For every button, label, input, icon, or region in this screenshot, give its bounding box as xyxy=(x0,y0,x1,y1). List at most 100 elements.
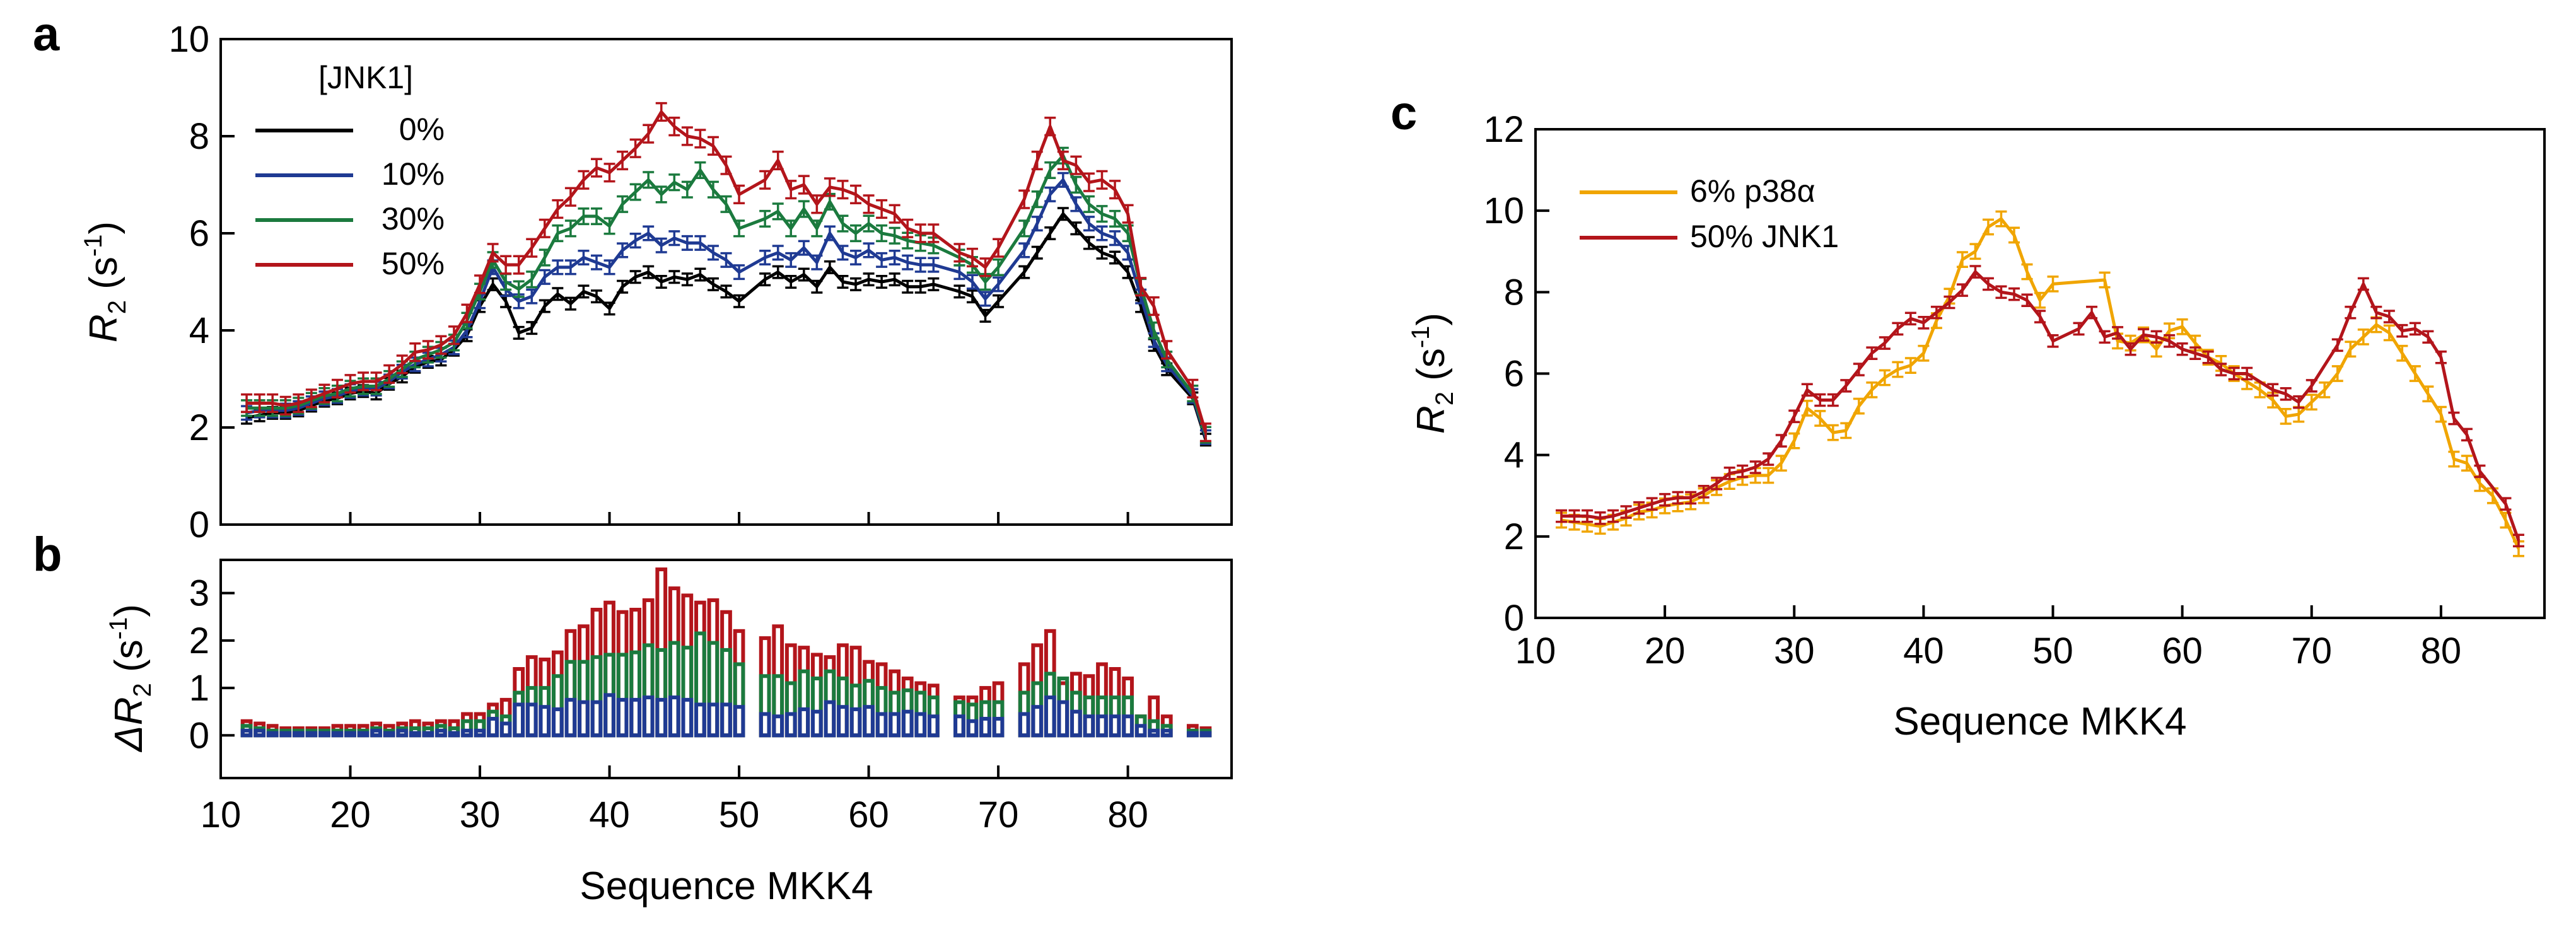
panel-b-ylabel-unit-pre: (s xyxy=(107,639,151,672)
panel-c-point xyxy=(2086,305,2098,320)
panel-c-point xyxy=(1930,305,1942,320)
panel-a-point xyxy=(578,170,590,190)
panel-c-point xyxy=(2099,330,2111,344)
panel-a-y-tick-label: 2 xyxy=(189,407,209,448)
panel-a-point xyxy=(876,252,888,268)
panel-c-point xyxy=(2112,326,2124,340)
panel-a-point xyxy=(993,294,1005,308)
panel-a-point xyxy=(617,150,629,171)
panel-b-bar xyxy=(564,697,577,738)
panel-a-point xyxy=(824,225,836,241)
panel-a-point xyxy=(1096,245,1108,260)
panel-a-point xyxy=(1070,221,1082,236)
panel-a-point xyxy=(681,272,693,287)
panel-c-point xyxy=(2383,324,2395,342)
panel-c-point xyxy=(1904,311,1916,326)
panel-c-point xyxy=(1982,218,1994,236)
panel-c-y-tick-label: 8 xyxy=(1504,272,1524,313)
panel-a-point xyxy=(1083,216,1095,232)
panel-c-point xyxy=(1995,285,2007,299)
panel-a-point xyxy=(889,204,900,224)
panel-a-point xyxy=(966,247,978,268)
panel-b-x-tick-label: 30 xyxy=(460,794,501,835)
panel-c-point xyxy=(1956,251,1968,269)
panel-a-point xyxy=(539,218,551,238)
panel-b-bar xyxy=(1031,705,1044,738)
panel-c-series-0 xyxy=(1556,210,2524,557)
panel-a-point xyxy=(668,270,680,284)
panel-b-bar xyxy=(396,728,409,738)
panel-a-point xyxy=(914,279,926,294)
panel-a-point xyxy=(798,267,810,282)
panel-b-bar xyxy=(551,707,564,738)
panel-a-point xyxy=(643,171,655,189)
panel-c-point xyxy=(1814,393,1826,407)
panel-c-point xyxy=(2099,271,2111,289)
panel-b-bar xyxy=(279,731,292,738)
panel-c-point xyxy=(2189,346,2201,360)
panel-a-y-tick-label: 8 xyxy=(189,116,209,157)
panel-c-point xyxy=(2047,334,2059,348)
panel-a-point xyxy=(824,260,836,274)
panel-a-point xyxy=(837,245,849,261)
panel-a-point xyxy=(590,289,602,304)
panel-b-bar xyxy=(1186,731,1199,738)
panel-c-series xyxy=(1556,210,2524,557)
panel-a-point xyxy=(876,199,888,219)
panel-a-point xyxy=(668,116,680,137)
panel-b-bar xyxy=(979,716,991,738)
panel-b-bar xyxy=(733,705,745,738)
panel-b-bar xyxy=(525,702,538,738)
panel-b-bar xyxy=(305,731,318,738)
panel-a-point xyxy=(526,270,538,289)
panel-b-y-tick-label: 0 xyxy=(189,715,209,756)
panel-b-bar xyxy=(1160,728,1173,738)
panel-c-ylabel-unit-post: ) xyxy=(1409,313,1453,326)
panel-a-point xyxy=(694,235,706,251)
panel-a-point xyxy=(603,259,615,276)
panel-a-point xyxy=(1161,340,1173,360)
panel-a-point xyxy=(1083,195,1095,213)
panel-c-x-axis-title: Sequence MKK4 xyxy=(1893,700,2186,743)
panel-a-point xyxy=(902,218,914,238)
panel-a-legend: [JNK1] 0% 10% 30% 50% xyxy=(255,60,445,281)
panel-a-y-axis-title: R2 (s-1) xyxy=(79,221,131,342)
panel-a-point xyxy=(1057,207,1069,221)
panel-c-point xyxy=(1969,243,1981,260)
panel-c-point xyxy=(2047,276,2059,293)
panel-a-point xyxy=(241,393,253,414)
panel-a-point xyxy=(358,371,370,392)
panel-a-point xyxy=(1135,277,1147,297)
panel-b-bar xyxy=(992,716,1005,738)
panel-a-point xyxy=(928,223,940,243)
panel-c-point xyxy=(1853,397,1865,415)
panel-a-point xyxy=(785,180,797,200)
panel-a-series-50pct xyxy=(241,102,1211,443)
panel-a-point xyxy=(733,264,745,281)
panel-c-point xyxy=(2331,338,2343,352)
panel-letter-b: b xyxy=(33,528,62,581)
panel-b-bar xyxy=(422,731,434,738)
panel-a-point xyxy=(772,202,784,221)
panel-a-point xyxy=(564,187,576,207)
panel-c-y-tick-label: 0 xyxy=(1504,598,1524,639)
panel-a-point xyxy=(590,158,602,178)
panel-c-point xyxy=(2021,263,2033,281)
panel-c-y-tick-label: 10 xyxy=(1483,190,1524,231)
panel-a-point xyxy=(603,217,615,235)
panel-c-point xyxy=(1723,466,1735,480)
panel-b-bar xyxy=(409,731,421,738)
panel-a-point xyxy=(863,242,875,259)
panel-b-bar xyxy=(668,695,680,738)
panel-a-legend-label: 30% xyxy=(382,201,445,236)
panel-c-point xyxy=(1879,369,1891,387)
panel-b-bar xyxy=(487,716,499,738)
panel-c-point xyxy=(2008,287,2020,301)
panel-c-point xyxy=(1918,315,1930,330)
panel-a-point xyxy=(643,124,655,144)
panel-a-point xyxy=(953,284,965,299)
panel-c-point xyxy=(2021,293,2033,308)
panel-a-point xyxy=(513,280,525,298)
